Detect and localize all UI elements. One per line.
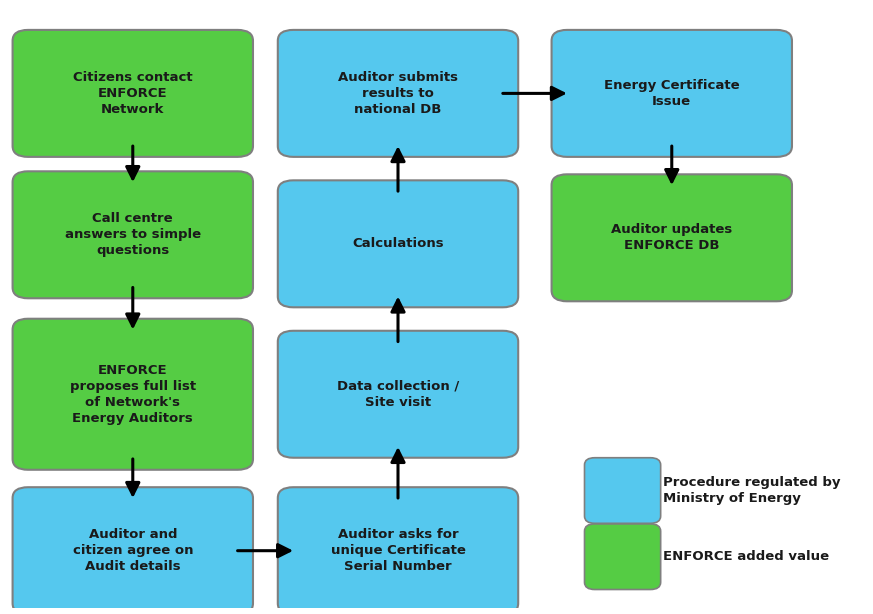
Text: ENFORCE
proposes full list
of Network's
Energy Auditors: ENFORCE proposes full list of Network's …	[70, 363, 196, 425]
Text: Auditor submits
results to
national DB: Auditor submits results to national DB	[338, 71, 458, 116]
Text: Procedure regulated by
Ministry of Energy: Procedure regulated by Ministry of Energ…	[663, 476, 841, 505]
FancyBboxPatch shape	[12, 488, 253, 614]
FancyBboxPatch shape	[585, 524, 661, 589]
FancyBboxPatch shape	[12, 171, 253, 298]
Text: Data collection /
Site visit: Data collection / Site visit	[337, 379, 459, 409]
Text: Energy Certificate
Issue: Energy Certificate Issue	[604, 79, 739, 108]
Text: Auditor asks for
unique Certificate
Serial Number: Auditor asks for unique Certificate Seri…	[331, 528, 465, 573]
FancyBboxPatch shape	[12, 319, 253, 470]
Text: Calculations: Calculations	[352, 238, 443, 251]
FancyBboxPatch shape	[552, 30, 792, 157]
Text: ENFORCE added value: ENFORCE added value	[663, 550, 829, 563]
FancyBboxPatch shape	[278, 488, 519, 614]
Text: Auditor updates
ENFORCE DB: Auditor updates ENFORCE DB	[611, 223, 732, 252]
Text: Call centre
answers to simple
questions: Call centre answers to simple questions	[65, 212, 201, 257]
FancyBboxPatch shape	[12, 30, 253, 157]
FancyBboxPatch shape	[278, 181, 519, 307]
FancyBboxPatch shape	[585, 457, 661, 523]
FancyBboxPatch shape	[278, 331, 519, 457]
Text: Citizens contact
ENFORCE
Network: Citizens contact ENFORCE Network	[73, 71, 193, 116]
FancyBboxPatch shape	[552, 174, 792, 301]
Text: Auditor and
citizen agree on
Audit details: Auditor and citizen agree on Audit detai…	[72, 528, 193, 573]
FancyBboxPatch shape	[278, 30, 519, 157]
